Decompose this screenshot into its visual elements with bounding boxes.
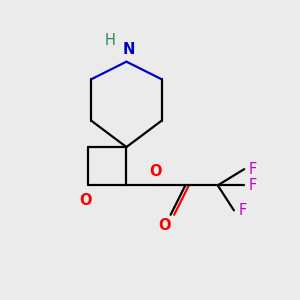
Text: O: O	[80, 193, 92, 208]
Text: F: F	[249, 178, 257, 193]
Text: N: N	[123, 42, 135, 57]
Text: H: H	[105, 33, 116, 48]
Text: F: F	[249, 162, 257, 177]
Text: F: F	[238, 203, 247, 218]
Text: O: O	[150, 164, 162, 179]
Text: O: O	[158, 218, 171, 233]
